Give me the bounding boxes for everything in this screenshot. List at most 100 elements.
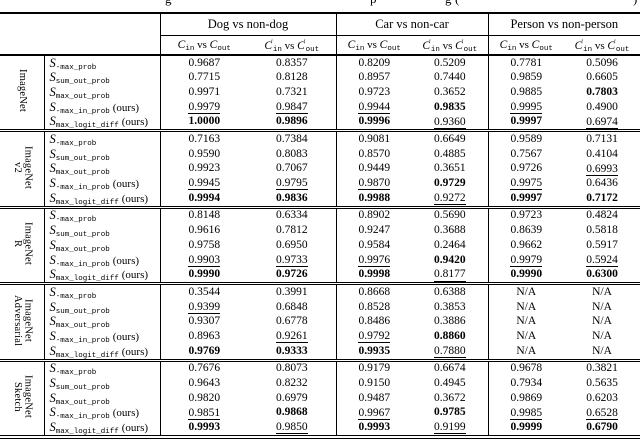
score-value: 0.9868 — [275, 406, 308, 419]
table-row: Smax_out_prob 0.9923 0.7067 0.9449 0.3651 0.9… — [0, 161, 640, 177]
class-set-symbol: C′in — [574, 38, 593, 54]
score-method-label: Smax_out_prob — [49, 238, 110, 253]
table-row: Smax_out_prob 0.9307 0.6778 0.8486 0.3886 N/A… — [0, 314, 640, 330]
score-value: 0.9869 — [487, 391, 564, 406]
score-value: 0.7067 — [275, 162, 308, 175]
ours-tag: (ours) — [112, 254, 140, 267]
score-value: 0.6674 — [412, 358, 488, 377]
score-value: 0.8860 — [433, 329, 466, 342]
score-value: 0.9859 — [487, 70, 564, 86]
subcolumn-cin-vs-cout: Cin vs Cout — [335, 35, 412, 56]
score-method-label: Smax_logit_diff (ours) — [49, 267, 149, 284]
score-value: 0.3821 — [564, 358, 640, 377]
table-row: Ssum_out_prob 0.7715 0.8128 0.8957 0.7440 0.9… — [0, 70, 640, 86]
dataset-group: ImageNet R S-max_prob 0.8148 0.6334 0.8902 0.5… — [0, 205, 640, 284]
score-value: 0.9360 — [433, 115, 466, 129]
score-value: 0.9976 — [335, 252, 412, 268]
score-value: 0.9945 — [159, 176, 248, 192]
score-value: 0.4945 — [433, 377, 466, 390]
table-row: Smax_logit_diff (ours) 0.9993 0.9850 0.9993 0… — [0, 420, 640, 438]
score-value: 0.9975 — [487, 176, 564, 192]
column-group-car: Car vs non-car — [335, 13, 488, 36]
score-value: 0.9726 — [487, 161, 564, 177]
score-value: 0.5924 — [586, 253, 618, 267]
score-value: 0.5917 — [586, 238, 618, 251]
score-method-label: Ssum_out_prob — [49, 300, 110, 315]
score-value: 0.9935 — [335, 344, 412, 361]
score-value: 0.9723 — [487, 205, 564, 224]
score-value: 0.9885 — [487, 85, 564, 101]
score-value: 0.3651 — [433, 162, 466, 175]
results-table: Dog vs non-dog Car vs non-car Person vs … — [0, 12, 640, 439]
score-value: 0.9836 — [275, 191, 308, 204]
score-value: 0.3991 — [248, 282, 336, 300]
score-method-label: Smax_logit_diff (ours) — [49, 114, 149, 131]
score-value: 0.6848 — [275, 300, 308, 313]
score-value: 0.9590 — [159, 147, 248, 162]
score-value: 0.9399 — [159, 300, 248, 315]
subcolumn-cin-vs-cout: Cin vs Cout — [159, 35, 248, 56]
score-method-label: Smax_logit_diff (ours) — [49, 191, 149, 207]
score-value: 0.9261 — [275, 330, 308, 344]
score-method-label: S-max_prob — [44, 205, 160, 224]
class-set-symbol: Cin — [177, 39, 195, 53]
table-row: ImageNet Sketch S-max_prob 0.7676 0.8073 0.91… — [0, 358, 640, 438]
score-value: 0.8668 — [335, 282, 412, 300]
score-value: 0.9993 — [335, 420, 412, 438]
class-set-symbol: Cout — [209, 39, 231, 53]
dataset-label-text: ImageNet Adversarial — [11, 294, 34, 346]
score-value: 0.9990 — [159, 267, 248, 284]
score-value: 0.9988 — [335, 191, 412, 208]
header-spacer — [0, 35, 160, 56]
score-value: 0.7781 — [487, 55, 564, 71]
score-value: 0.9996 — [335, 114, 412, 131]
score-value: 0.8128 — [275, 71, 308, 84]
score-value: 0.8177 — [433, 268, 466, 282]
score-value: N/A — [487, 314, 564, 330]
score-value: 0.5818 — [586, 224, 618, 237]
score-value: 0.9971 — [159, 85, 248, 101]
score-value: N/A — [592, 300, 612, 313]
table-row: Smax_out_prob 0.9820 0.6979 0.9487 0.3672 0.9… — [0, 391, 640, 406]
score-value: 0.6203 — [586, 391, 618, 404]
subcolumn-cin-prime-vs-cout-prime: C′in vs C′out — [564, 35, 640, 56]
table-row: Smax_logit_diff (ours) 0.9994 0.9836 0.9988 0… — [0, 191, 640, 208]
subcolumn-header-row: Cin vs Cout C′in vs C′out Cin vs Cout C′… — [0, 35, 640, 56]
score-value: 0.2464 — [433, 238, 466, 251]
table-row: S-max_in_prob (ours) 0.9979 0.9847 0.9944 0.9… — [0, 100, 640, 115]
header-spacer — [0, 13, 160, 36]
class-set-symbol: C′in — [422, 38, 440, 54]
score-value: 0.9998 — [335, 267, 412, 284]
score-method-label: Smax_out_prob — [49, 391, 110, 406]
table-row: S-max_in_prob (ours) 0.9851 0.9868 0.9967 0.9… — [0, 405, 640, 421]
score-value: 0.9449 — [335, 161, 412, 177]
score-value: 0.7715 — [159, 70, 248, 86]
score-value: 0.9979 — [487, 252, 564, 268]
table-row: ImageNet S-max_prob 0.9687 0.8357 0.8209 0.52… — [0, 55, 640, 131]
score-value: 0.6649 — [412, 129, 488, 148]
class-set-symbol: C′out — [455, 38, 478, 54]
score-value: 0.9589 — [487, 129, 564, 148]
score-method-label: S-max_in_prob (ours) — [49, 252, 140, 268]
score-value: 0.9923 — [159, 161, 248, 177]
subcolumn-cin-prime-vs-cout-prime: C′in vs C′out — [248, 35, 336, 56]
score-value: 0.6993 — [586, 162, 618, 176]
score-value: 0.7440 — [433, 71, 466, 84]
score-method-label: Ssum_out_prob — [49, 223, 110, 239]
score-value: 0.9687 — [159, 55, 248, 71]
ours-tag: (ours) — [112, 407, 140, 420]
score-value: 0.9150 — [335, 376, 412, 392]
score-method-label: Ssum_out_prob — [49, 376, 110, 392]
ours-tag: (ours) — [112, 178, 140, 191]
score-value: N/A — [487, 329, 564, 345]
score-value: 0.9487 — [335, 391, 412, 406]
score-value: 0.8486 — [335, 314, 412, 330]
score-value: 0.3853 — [433, 300, 466, 313]
score-value: 0.9420 — [433, 253, 466, 266]
subcolumn-cin-prime-vs-cout-prime: C′in vs C′out — [412, 35, 488, 56]
score-value: 0.7934 — [487, 376, 564, 392]
ours-tag: (ours) — [121, 422, 149, 435]
class-set-symbol: C′in — [264, 38, 282, 54]
caption-fragment: g — [165, 0, 172, 7]
ours-tag: (ours) — [121, 192, 149, 205]
